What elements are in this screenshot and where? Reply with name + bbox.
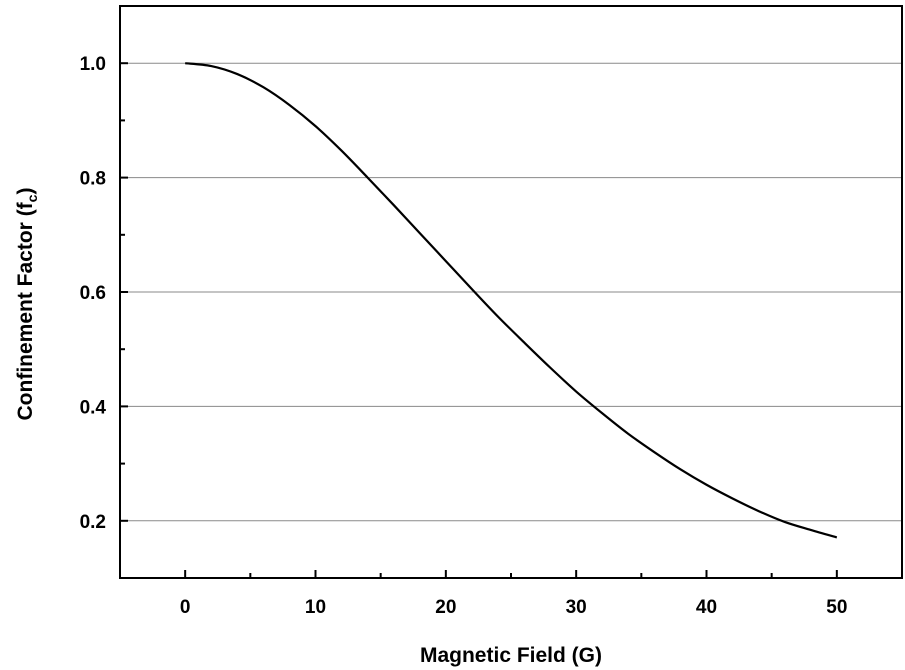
x-tick-label: 20 (435, 597, 456, 618)
grid-lines (120, 62, 902, 522)
y-axis-title-subscript: c (24, 194, 40, 202)
x-axis-title: Magnetic Field (G) (420, 644, 602, 667)
axis-ticks (120, 5, 838, 579)
x-tick-label: 40 (696, 597, 717, 618)
y-tick-label: 0.4 (80, 397, 107, 418)
y-tick-labels: 0.2 0.4 0.6 0.8 1.0 (80, 54, 107, 533)
y-tick-label: 1.0 (80, 54, 106, 75)
x-tick-label: 30 (566, 597, 587, 618)
y-axis-title-close: ) (14, 188, 37, 195)
y-tick-label: 0.8 (80, 169, 106, 190)
x-tick-label: 50 (826, 597, 847, 618)
y-tick-label: 0.2 (80, 512, 106, 533)
y-axis-title-main: Confinement Factor (f (14, 201, 37, 420)
y-axis-title: Confinement Factor (fc) (14, 188, 40, 421)
series-line (185, 62, 838, 539)
x-tick-label: 10 (305, 597, 326, 618)
y-tick-label: 0.6 (80, 283, 106, 304)
x-tick-labels: 0 10 20 30 40 50 (180, 597, 848, 618)
x-tick-label: 0 (180, 597, 191, 618)
